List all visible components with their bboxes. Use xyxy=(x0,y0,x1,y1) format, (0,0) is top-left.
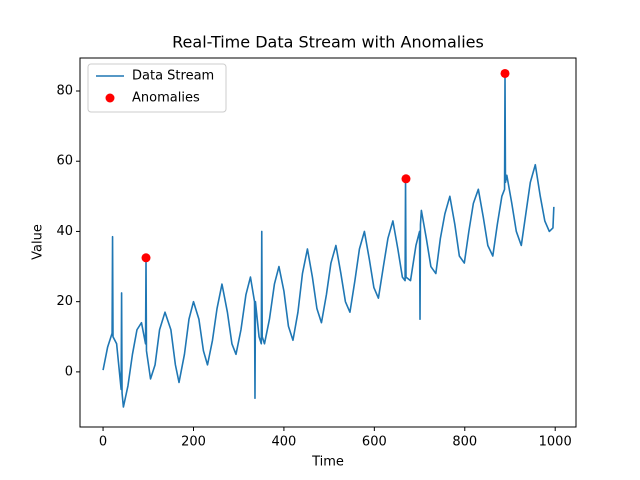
y-axis-label: Value xyxy=(31,224,46,260)
legend-label: Data Stream xyxy=(132,69,214,84)
anomaly-point xyxy=(141,253,151,263)
data-line xyxy=(102,72,555,408)
x-tick-label: 1000 xyxy=(539,435,572,450)
x-tick-label: 400 xyxy=(272,435,297,450)
y-tick-label: 80 xyxy=(56,84,73,99)
x-axis-label: Time xyxy=(311,455,344,470)
chart-title: Real-Time Data Stream with Anomalies xyxy=(172,33,484,52)
legend-label: Anomalies xyxy=(132,91,200,106)
y-tick-label: 20 xyxy=(56,294,73,309)
x-tick-label: 600 xyxy=(362,435,387,450)
x-tick-label: 200 xyxy=(181,435,206,450)
y-tick-label: 60 xyxy=(56,154,73,169)
anomaly-point xyxy=(401,174,411,184)
y-tick-label: 0 xyxy=(65,364,73,379)
y-tick-label: 40 xyxy=(56,224,73,239)
anomaly-point xyxy=(500,68,510,78)
plot-frame xyxy=(79,57,577,428)
x-tick-label: 800 xyxy=(452,435,477,450)
x-tick-label: 0 xyxy=(99,435,107,450)
legend-marker xyxy=(105,93,115,103)
